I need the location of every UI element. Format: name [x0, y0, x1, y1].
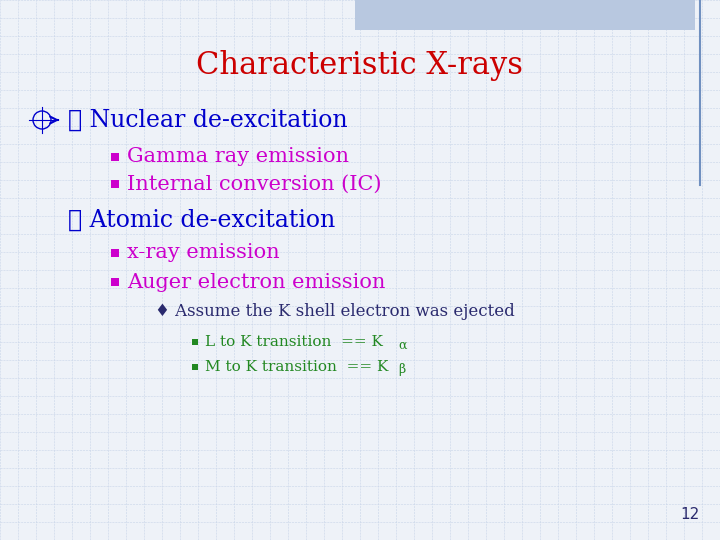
Text: Auger electron emission: Auger electron emission [127, 273, 385, 292]
Text: Internal conversion (IC): Internal conversion (IC) [127, 174, 382, 193]
Text: Gamma ray emission: Gamma ray emission [127, 147, 349, 166]
Text: β: β [398, 363, 405, 376]
Text: Characteristic X-rays: Characteristic X-rays [197, 50, 523, 81]
Bar [111, 153, 119, 161]
Bar [111, 180, 119, 188]
Text: 12: 12 [680, 507, 700, 522]
Bar [355, 0, 695, 30]
Text: x-ray emission: x-ray emission [127, 244, 279, 262]
Text: M to K transition  == K: M to K transition == K [205, 360, 388, 374]
Text: ♦ Assume the K shell electron was ejected: ♦ Assume the K shell electron was ejecte… [155, 303, 515, 321]
Text: α: α [398, 339, 407, 352]
Bar [111, 249, 119, 257]
Bar [192, 364, 198, 370]
Bar [192, 339, 198, 345]
Text: ➤ Atomic de-excitation: ➤ Atomic de-excitation [68, 208, 336, 232]
Text: L to K transition  == K: L to K transition == K [205, 335, 383, 349]
Text: ➤ Nuclear de-excitation: ➤ Nuclear de-excitation [68, 109, 348, 132]
Bar [111, 278, 119, 286]
